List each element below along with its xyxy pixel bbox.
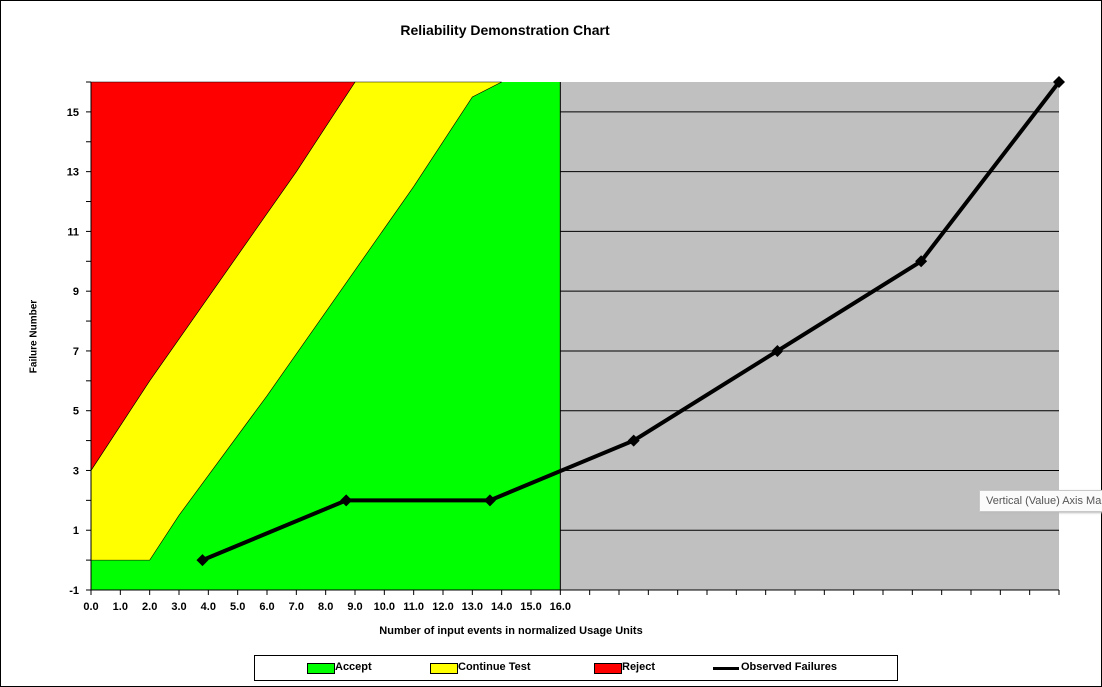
x-tick-label-1: 1.0 xyxy=(113,601,128,613)
y-tick-label-1: 1 xyxy=(73,525,79,537)
legend-swatch-reject xyxy=(594,663,622,674)
y-tick-label-4: 7 xyxy=(73,346,79,358)
y-tick-label-8: 15 xyxy=(67,107,79,119)
y-tick-label-3: 5 xyxy=(73,406,79,418)
x-tick-label-2: 2.0 xyxy=(142,601,157,613)
series-point-3 xyxy=(627,434,640,447)
axis-tooltip: Vertical (Value) Axis Ma xyxy=(979,490,1102,512)
y-tick-label-6: 11 xyxy=(67,226,79,238)
x-tick-label-0: 0.0 xyxy=(83,601,98,613)
legend[interactable]: Accept Continue Test Reject Observed Fai… xyxy=(254,655,898,681)
y-tick-label-7: 13 xyxy=(67,167,79,179)
x-tick-label-6: 6.0 xyxy=(259,601,274,613)
x-tick-label-3: 3.0 xyxy=(171,601,186,613)
y-axis-label: Failure Number xyxy=(28,299,40,374)
series-point-6 xyxy=(1053,76,1065,88)
legend-label-accept: Accept xyxy=(335,661,372,673)
legend-swatch-continue-test xyxy=(430,663,458,674)
x-tick-label-12: 12.0 xyxy=(432,601,453,613)
x-tick-label-8: 8.0 xyxy=(318,601,333,613)
x-tick-label-13: 13.0 xyxy=(462,601,483,613)
y-tick-label-5: 9 xyxy=(73,286,79,298)
series-point-2 xyxy=(483,494,496,507)
legend-label-reject: Reject xyxy=(622,661,656,673)
chart-title: Reliability Demonstration Chart xyxy=(400,22,610,38)
beyond-test-region xyxy=(560,82,1059,590)
x-tick-label-11: 11.0 xyxy=(403,601,424,613)
x-tick-label-10: 10.0 xyxy=(374,601,395,613)
legend-label-observed-failures: Observed Failures xyxy=(741,661,837,673)
legend-swatch-accept xyxy=(307,663,335,674)
x-tick-label-15: 15.0 xyxy=(520,601,541,613)
series-point-5 xyxy=(915,255,928,268)
series-point-0 xyxy=(196,554,209,567)
x-tick-label-4: 4.0 xyxy=(201,601,216,613)
x-tick-label-5: 5.0 xyxy=(230,601,245,613)
x-tick-label-16: 16.0 xyxy=(550,601,571,613)
legend-line-observed-failures xyxy=(713,667,739,670)
series-point-1 xyxy=(340,494,353,507)
x-axis-label: Number of input events in normalized Usa… xyxy=(379,625,643,637)
y-tick-label-0: -1 xyxy=(69,585,79,597)
x-tick-label-7: 7.0 xyxy=(289,601,304,613)
x-tick-label-9: 9.0 xyxy=(347,601,362,613)
y-tick-label-2: 3 xyxy=(73,465,79,477)
legend-label-continue-test: Continue Test xyxy=(458,661,531,673)
series-point-4 xyxy=(771,344,784,357)
x-tick-label-14: 14.0 xyxy=(491,601,512,613)
